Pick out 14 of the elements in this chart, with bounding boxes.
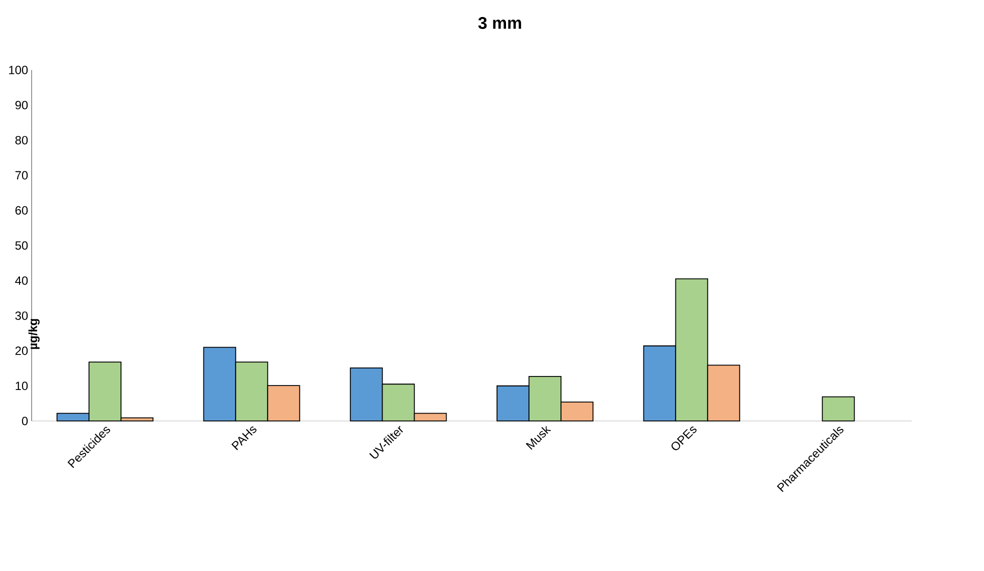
y-axis-title: µg/kg: [28, 319, 40, 349]
y-tick-label: 10: [16, 382, 28, 390]
y-tick-label: 20: [15, 346, 28, 356]
y-tick-label: 70: [15, 171, 28, 180]
y-tick-label: 40: [15, 276, 28, 285]
y-tick-label: 90: [15, 100, 28, 110]
y-tick-label: 30: [15, 311, 28, 320]
bar: [822, 396, 855, 422]
y-tick-label: 50: [15, 241, 28, 250]
y-tick-label: 80: [15, 136, 28, 144]
chart-title: 3 mm: [478, 16, 522, 29]
y-tick-label: 0: [22, 416, 28, 426]
y-tick-label: 100: [9, 66, 28, 74]
y-tick-label: 60: [15, 206, 28, 215]
